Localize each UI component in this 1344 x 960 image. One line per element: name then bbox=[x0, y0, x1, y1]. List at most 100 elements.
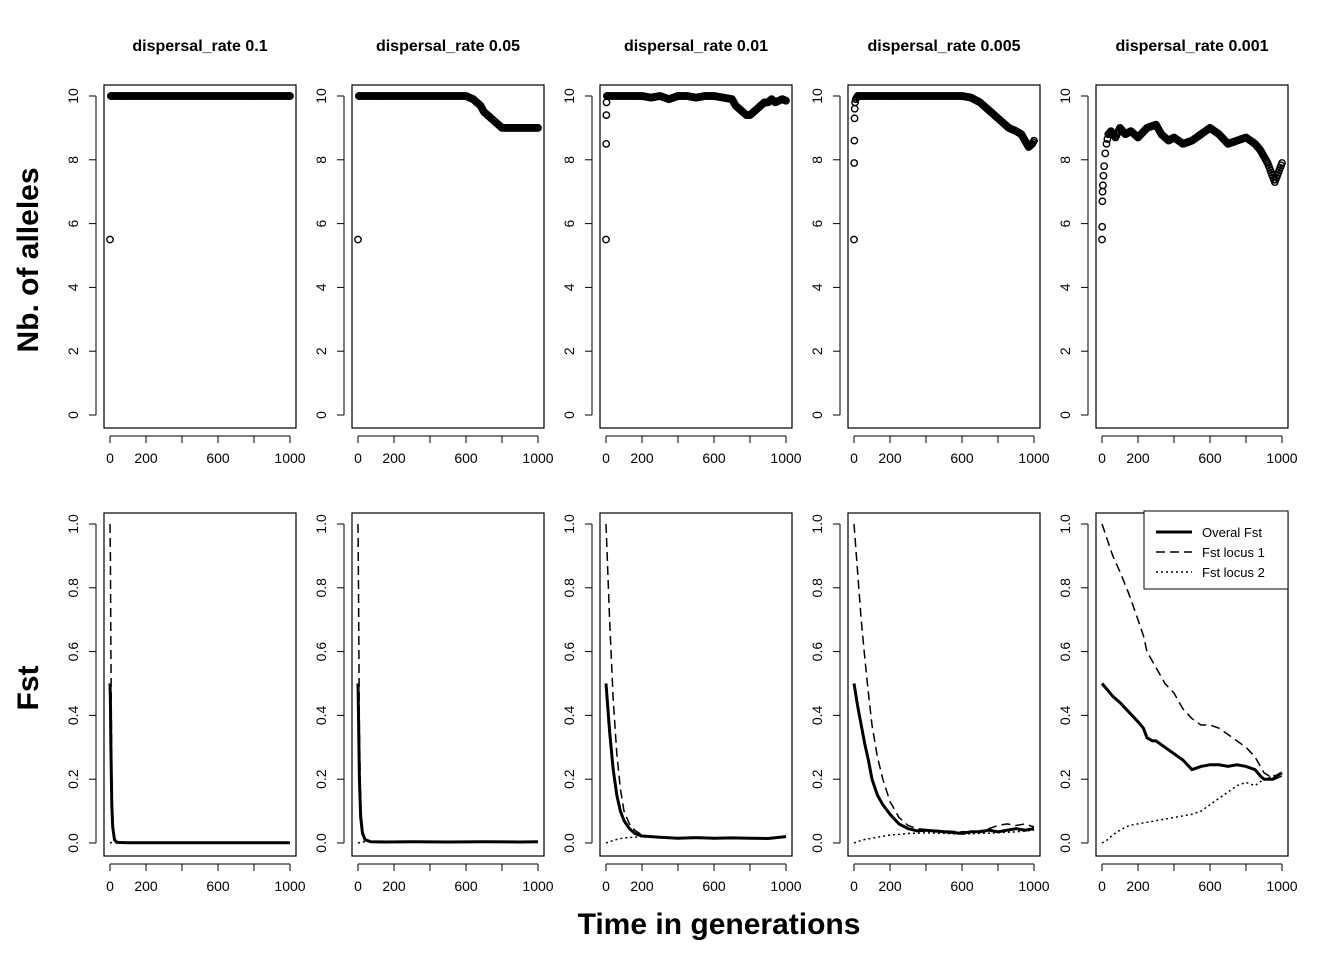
y-tick-label: 0.6 bbox=[1057, 642, 1073, 662]
y-tick-label: 0 bbox=[809, 411, 825, 419]
y-tick-label: 0.4 bbox=[1057, 705, 1073, 725]
series-line-overal-fst bbox=[604, 683, 787, 841]
panel-5: dispersal_rate 0.001 0 200 600 1000 0 2 4 6 8 10 bbox=[1057, 38, 1298, 466]
y-tick-label: 0.0 bbox=[809, 833, 825, 853]
x-tick-label: 600 bbox=[702, 450, 726, 466]
data-point bbox=[1098, 187, 1107, 196]
series-line-fst-locus-2 bbox=[1101, 772, 1283, 844]
series-line-fst-locus-2 bbox=[605, 835, 787, 844]
data-point bbox=[354, 235, 362, 244]
legend-entry: Overal Fst bbox=[1202, 525, 1262, 540]
series-line-overal-fst bbox=[1100, 682, 1283, 781]
panel-9: 0 200 600 1000 0.0 0.2 0.4 0.6 0.8 1.0 bbox=[809, 512, 1050, 894]
y-axis-label-top: Nb. of alleles bbox=[12, 167, 45, 352]
y-tick-label: 0.8 bbox=[65, 578, 81, 598]
y-tick-label: 0.8 bbox=[809, 578, 825, 598]
y-axis-label-bottom: Fst bbox=[12, 665, 45, 710]
y-tick-label: 0.8 bbox=[561, 578, 577, 598]
data-point bbox=[1099, 181, 1107, 190]
data-point bbox=[106, 235, 114, 244]
plot-frame bbox=[351, 512, 545, 857]
x-tick-label: 200 bbox=[134, 878, 158, 894]
panel-10: 0 200 600 1000 0.0 0.2 0.4 0.6 0.8 1.0 Overal Fst F… bbox=[1057, 510, 1298, 894]
panel-title: dispersal_rate 0.005 bbox=[868, 38, 1021, 55]
y-tick-label: 0.6 bbox=[561, 642, 577, 662]
x-tick-label: 0 bbox=[850, 450, 858, 466]
x-tick-label: 200 bbox=[134, 450, 158, 466]
y-tick-label: 6 bbox=[313, 219, 329, 227]
x-tick-label: 600 bbox=[206, 450, 230, 466]
y-tick-label: 0.0 bbox=[313, 833, 329, 853]
y-tick-label: 10 bbox=[809, 88, 825, 104]
x-tick-label: 200 bbox=[878, 878, 902, 894]
y-tick-label: 8 bbox=[809, 156, 825, 164]
y-tick-label: 0.0 bbox=[65, 833, 81, 853]
y-tick-label: 0.4 bbox=[561, 705, 577, 725]
y-tick-label: 0.2 bbox=[65, 769, 81, 789]
plot-frame bbox=[103, 84, 297, 429]
data-point bbox=[850, 159, 859, 167]
y-tick-label: 8 bbox=[313, 156, 329, 164]
series-line-fst-locus-1 bbox=[605, 523, 787, 840]
y-tick-label: 0.2 bbox=[313, 769, 329, 789]
y-tick-label: 2 bbox=[809, 347, 825, 355]
panel-7: 0 200 600 1000 0.0 0.2 0.4 0.6 0.8 1.0 bbox=[313, 512, 554, 894]
y-tick-label: 0.0 bbox=[1057, 833, 1073, 853]
y-tick-label: 6 bbox=[809, 219, 825, 227]
y-tick-label: 0 bbox=[1057, 411, 1073, 419]
data-point bbox=[534, 124, 542, 132]
y-tick-label: 0.0 bbox=[561, 833, 577, 853]
series-line-fst-locus-1 bbox=[357, 523, 538, 843]
data-point bbox=[850, 104, 859, 113]
y-tick-label: 1.0 bbox=[561, 514, 577, 534]
data-point bbox=[1030, 136, 1038, 145]
x-tick-label: 1000 bbox=[1266, 450, 1297, 466]
series-line-fst-locus-1 bbox=[1101, 523, 1283, 781]
panel-title: dispersal_rate 0.01 bbox=[624, 38, 768, 55]
panel-title: dispersal_rate 0.1 bbox=[132, 38, 267, 55]
x-tick-label: 200 bbox=[878, 450, 902, 466]
y-tick-label: 2 bbox=[313, 347, 329, 355]
x-tick-label: 200 bbox=[1126, 878, 1150, 894]
x-tick-label: 1000 bbox=[274, 450, 305, 466]
y-tick-label: 8 bbox=[1057, 156, 1073, 164]
data-point bbox=[1100, 162, 1109, 171]
x-tick-label: 200 bbox=[630, 450, 654, 466]
data-point bbox=[850, 235, 858, 244]
data-point bbox=[1098, 235, 1106, 244]
data-point bbox=[602, 139, 611, 148]
x-tick-label: 0 bbox=[1098, 450, 1106, 466]
panel-1: dispersal_rate 0.1 0 200 600 1000 0 2 4 6 8 10 bbox=[65, 38, 306, 466]
y-tick-label: 0.6 bbox=[65, 642, 81, 662]
plot-frame bbox=[599, 512, 793, 857]
y-tick-label: 0.4 bbox=[65, 705, 81, 725]
y-tick-label: 1.0 bbox=[313, 514, 329, 534]
x-tick-label: 0 bbox=[1098, 878, 1106, 894]
plot-frame bbox=[1095, 84, 1289, 429]
panels-group: dispersal_rate 0.10 200 600 10000246810disp… bbox=[65, 38, 1298, 894]
y-tick-label: 4 bbox=[1057, 283, 1073, 291]
y-tick-label: 2 bbox=[561, 347, 577, 355]
y-tick-label: 4 bbox=[809, 283, 825, 291]
x-tick-label: 0 bbox=[602, 878, 610, 894]
data-point bbox=[1102, 139, 1111, 148]
y-tick-label: 6 bbox=[65, 219, 81, 227]
x-tick-label: 0 bbox=[354, 878, 362, 894]
y-tick-label: 10 bbox=[1057, 88, 1073, 104]
data-point bbox=[602, 111, 611, 120]
x-tick-label: 1000 bbox=[770, 450, 801, 466]
x-tick-label: 1000 bbox=[274, 878, 305, 894]
series-line-overal-fst bbox=[852, 683, 1035, 835]
x-tick-label: 200 bbox=[382, 878, 406, 894]
series-line-fst-locus-2 bbox=[853, 829, 1035, 844]
x-tick-label: 600 bbox=[1198, 450, 1222, 466]
x-tick-label: 200 bbox=[1126, 450, 1150, 466]
legend: Overal Fst Fst locus 1 Fst locus 2 bbox=[1143, 510, 1289, 590]
y-tick-label: 0 bbox=[313, 411, 329, 419]
y-tick-label: 0.4 bbox=[809, 705, 825, 725]
y-tick-label: 0.8 bbox=[313, 578, 329, 598]
y-tick-label: 0 bbox=[65, 411, 81, 419]
y-tick-label: 0.8 bbox=[1057, 578, 1073, 598]
data-point bbox=[782, 96, 790, 105]
